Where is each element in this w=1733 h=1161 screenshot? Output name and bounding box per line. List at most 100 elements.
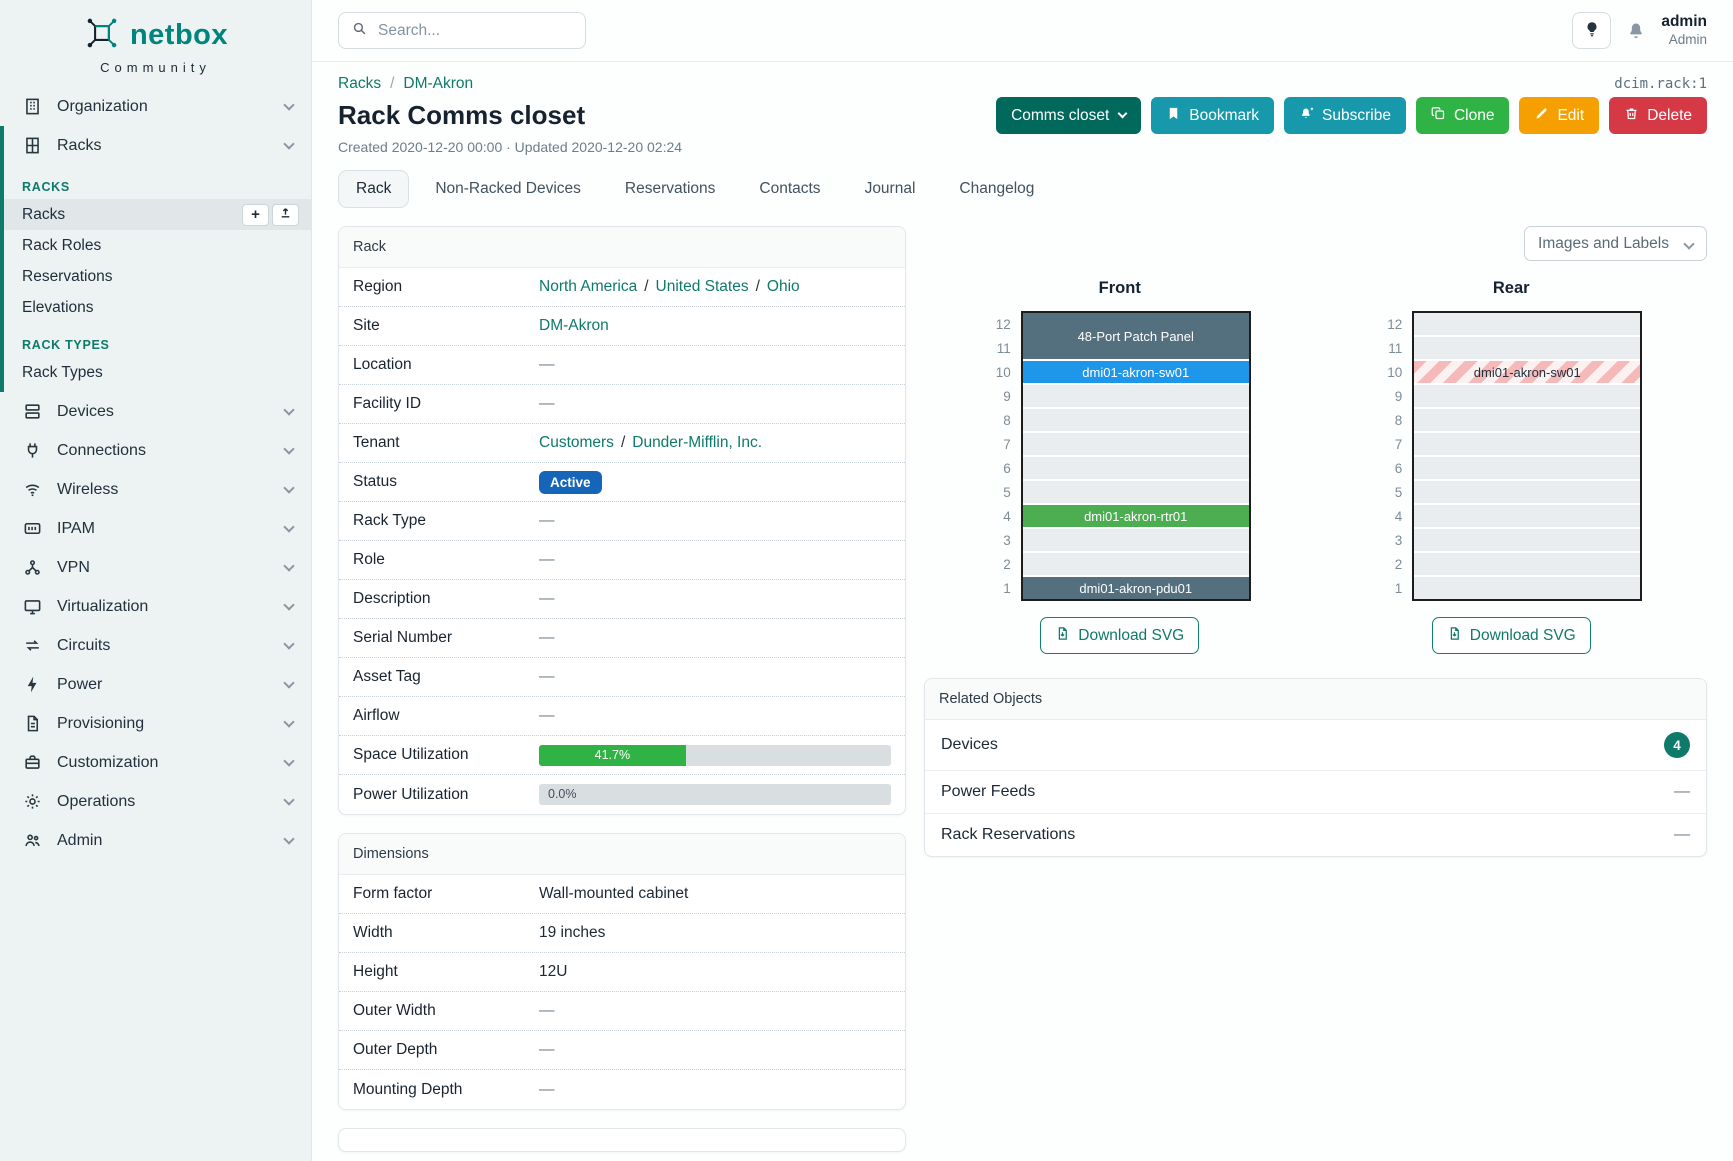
netbox-logo[interactable]: netbox Community bbox=[0, 0, 311, 87]
sidebar-item-customization[interactable]: Customization bbox=[0, 743, 311, 782]
related-objects-panel: Related Objects Devices 4 Power Feeds — … bbox=[924, 678, 1707, 857]
download-svg-front-button[interactable]: Download SVG bbox=[1040, 617, 1200, 654]
import-racks-button[interactable] bbox=[272, 203, 299, 226]
sidebar-item-power[interactable]: Power bbox=[0, 665, 311, 704]
search-icon bbox=[351, 20, 368, 42]
user-menu[interactable]: admin Admin bbox=[1661, 13, 1707, 47]
rack-unit-empty[interactable] bbox=[1414, 553, 1641, 577]
rack-unit-empty[interactable] bbox=[1414, 481, 1641, 505]
table-row-tenant: Tenant Customers / Dunder-Mifflin, Inc. bbox=[339, 424, 905, 463]
sidebar-item-label: Power bbox=[57, 675, 103, 693]
page-title: Rack Comms closet bbox=[338, 100, 586, 130]
sidebar-link-racks[interactable]: Racks + bbox=[0, 199, 311, 230]
tenant-group-link[interactable]: Customers bbox=[539, 434, 614, 451]
tab-contacts[interactable]: Contacts bbox=[759, 180, 821, 197]
rack-unit-empty[interactable] bbox=[1414, 577, 1641, 599]
sidebar-item-racks[interactable]: Racks bbox=[0, 126, 311, 165]
rack-unit-empty[interactable] bbox=[1022, 409, 1249, 433]
images-labels-select[interactable]: Images and Labels bbox=[1524, 226, 1707, 261]
rename-dropdown-button[interactable]: Comms closet bbox=[996, 97, 1142, 134]
search-input[interactable] bbox=[378, 21, 573, 40]
sidebar-item-circuits[interactable]: Circuits bbox=[0, 626, 311, 665]
unit-number: 11 bbox=[996, 341, 1011, 356]
theme-toggle-button[interactable] bbox=[1572, 12, 1612, 49]
unit-number: 12 bbox=[1387, 317, 1403, 332]
sidebar-item-vpn[interactable]: VPN bbox=[0, 548, 311, 587]
rack-unit-empty[interactable] bbox=[1414, 433, 1641, 457]
tab-reservations[interactable]: Reservations bbox=[624, 180, 716, 197]
rack-unit-empty[interactable] bbox=[1022, 553, 1249, 577]
rack-unit-empty[interactable] bbox=[1022, 385, 1249, 409]
related-row-power-feeds[interactable]: Power Feeds — bbox=[925, 771, 1706, 814]
netbox-logo-icon bbox=[83, 14, 121, 57]
rack-unit-patch-panel[interactable]: 48-Port Patch Panel bbox=[1022, 313, 1249, 361]
breadcrumb-racks-link[interactable]: Racks bbox=[338, 75, 382, 92]
clone-button[interactable]: Clone bbox=[1415, 97, 1510, 134]
subscribe-button[interactable]: Subscribe bbox=[1284, 97, 1406, 134]
tab-changelog[interactable]: Changelog bbox=[959, 180, 1035, 197]
region-link[interactable]: Ohio bbox=[766, 278, 800, 295]
tab-journal[interactable]: Journal bbox=[864, 180, 916, 197]
site-link[interactable]: DM-Akron bbox=[539, 317, 609, 334]
next-panel-partial bbox=[338, 1128, 906, 1152]
breadcrumb-site-link[interactable]: DM-Akron bbox=[403, 75, 474, 92]
unit-number: 3 bbox=[1394, 533, 1403, 548]
tab-rack[interactable]: Rack bbox=[338, 170, 410, 208]
sidebar-link-rack-roles[interactable]: Rack Roles bbox=[22, 236, 102, 254]
chevron-down-icon bbox=[283, 598, 295, 611]
rack-unit-empty[interactable] bbox=[1414, 505, 1641, 529]
sidebar-item-devices[interactable]: Devices bbox=[0, 392, 311, 431]
breadcrumb-separator: / bbox=[390, 75, 395, 92]
rack-unit-switch-rear[interactable]: dmi01-akron-sw01 bbox=[1414, 361, 1641, 385]
bookmark-button[interactable]: Bookmark bbox=[1151, 97, 1275, 134]
delete-button[interactable]: Delete bbox=[1609, 97, 1707, 134]
sidebar-item-wireless[interactable]: Wireless bbox=[0, 470, 311, 509]
rack-unit-switch[interactable]: dmi01-akron-sw01 bbox=[1022, 361, 1249, 385]
page-content: Rack Region North America / United States… bbox=[312, 208, 1733, 1161]
sidebar-item-label: Admin bbox=[57, 831, 103, 849]
rack-unit-empty[interactable] bbox=[1022, 457, 1249, 481]
edit-button[interactable]: Edit bbox=[1519, 97, 1600, 134]
rack-unit-pdu[interactable]: dmi01-akron-pdu01 bbox=[1022, 577, 1249, 599]
tenant-link[interactable]: Dunder-Mifflin, Inc. bbox=[632, 434, 763, 451]
add-rack-button[interactable]: + bbox=[242, 203, 269, 226]
rack-unit-empty[interactable] bbox=[1414, 313, 1641, 337]
notifications-bell-icon[interactable] bbox=[1626, 21, 1646, 41]
rack-unit-router[interactable]: dmi01-akron-rtr01 bbox=[1022, 505, 1249, 529]
rack-panel: Rack Region North America / United States… bbox=[338, 226, 906, 815]
sidebar-link-rack-types[interactable]: Rack Types bbox=[22, 363, 103, 381]
sidebar-item-provisioning[interactable]: Provisioning bbox=[0, 704, 311, 743]
download-svg-rear-button[interactable]: Download SVG bbox=[1431, 617, 1591, 654]
sidebar-link-elevations[interactable]: Elevations bbox=[22, 298, 94, 316]
chevron-down-icon bbox=[283, 137, 295, 150]
chevron-down-icon bbox=[283, 793, 295, 806]
rack-unit-empty[interactable] bbox=[1414, 409, 1641, 433]
sidebar-item-organization[interactable]: Organization bbox=[0, 87, 311, 126]
rack-unit-empty[interactable] bbox=[1414, 457, 1641, 481]
chevron-down-icon bbox=[283, 832, 295, 845]
sidebar-item-ipam[interactable]: IPAM bbox=[0, 509, 311, 548]
tab-non-racked-devices[interactable]: Non-Racked Devices bbox=[435, 180, 581, 197]
sidebar-item-operations[interactable]: Operations bbox=[0, 782, 311, 821]
rack-panel-title: Rack bbox=[339, 227, 905, 268]
rack-unit-empty[interactable] bbox=[1414, 385, 1641, 409]
rack-unit-empty[interactable] bbox=[1022, 433, 1249, 457]
space-utilization-value: 41.7% bbox=[594, 748, 631, 762]
sidebar-link-reservations[interactable]: Reservations bbox=[22, 267, 113, 285]
rack-unit-empty[interactable] bbox=[1414, 529, 1641, 553]
unit-number: 3 bbox=[1003, 533, 1011, 548]
table-row-site: Site DM-Akron bbox=[339, 307, 905, 346]
chevron-down-icon bbox=[283, 754, 295, 767]
related-row-rack-reservations[interactable]: Rack Reservations — bbox=[941, 826, 1690, 843]
sidebar-item-admin[interactable]: Admin bbox=[0, 821, 311, 860]
sidebar-item-connections[interactable]: Connections bbox=[0, 431, 311, 470]
bookmark-icon bbox=[1166, 106, 1181, 126]
region-link[interactable]: North America bbox=[539, 278, 638, 295]
region-link[interactable]: United States bbox=[655, 278, 749, 295]
table-row-outer-width: Outer Width — bbox=[339, 992, 905, 1031]
rack-unit-empty[interactable] bbox=[1022, 481, 1249, 505]
sidebar-item-virtualization[interactable]: Virtualization bbox=[0, 587, 311, 626]
rack-unit-empty[interactable] bbox=[1414, 337, 1641, 361]
related-row-devices[interactable]: Devices 4 bbox=[925, 720, 1706, 771]
rack-unit-empty[interactable] bbox=[1022, 529, 1249, 553]
